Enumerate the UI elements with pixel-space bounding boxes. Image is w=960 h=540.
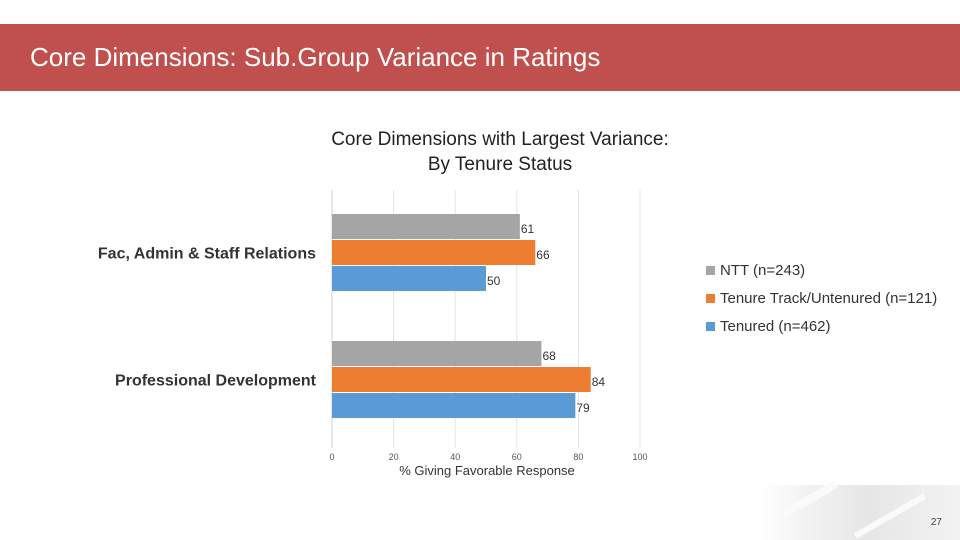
x-tick-label: 60 (512, 452, 522, 462)
legend-swatch-tenured (706, 322, 715, 331)
legend-swatch-ntt (706, 266, 715, 275)
x-tick-label: 20 (389, 452, 399, 462)
bar (332, 367, 591, 392)
legend-item-tenure-track: Tenure Track/Untenured (n=121) (706, 289, 946, 308)
data-label: 84 (592, 375, 606, 389)
legend-item-ntt: NTT (n=243) (706, 261, 946, 280)
data-label: 79 (576, 401, 590, 415)
x-tick-label: 0 (329, 452, 334, 462)
data-label: 68 (542, 349, 556, 363)
chart-title: Core Dimensions with Largest Variance: B… (250, 127, 750, 177)
x-tick-label: 100 (632, 452, 647, 462)
legend-swatch-tenure-track (706, 294, 715, 303)
legend-label-tenure-track: Tenure Track/Untenured (n=121) (720, 290, 938, 307)
bar (332, 240, 536, 265)
data-label: 50 (487, 274, 501, 288)
bar (332, 393, 576, 418)
category-label: Professional Development (115, 373, 317, 390)
bar (332, 266, 486, 291)
header-band: Core Dimensions: Sub.Group Variance in R… (0, 24, 960, 91)
page-number: 27 (930, 517, 942, 528)
legend-item-tenured: Tenured (n=462) (706, 317, 946, 336)
legend-label-tenured: Tenured (n=462) (720, 318, 831, 335)
decorative-corner-image (760, 480, 960, 540)
legend-label-ntt: NTT (n=243) (720, 262, 806, 279)
chart-title-line-2: By Tenure Status (427, 154, 573, 175)
chart-legend: NTT (n=243) Tenure Track/Untenured (n=12… (706, 261, 946, 345)
data-label: 61 (521, 222, 535, 236)
x-tick-label: 80 (573, 452, 583, 462)
decorative-streak (853, 493, 927, 539)
bar (332, 214, 520, 239)
x-axis-title: % Giving Favorable Response (399, 463, 575, 478)
category-label: Fac, Admin & Staff Relations (98, 246, 316, 263)
decorative-streak (782, 480, 838, 518)
data-label: 66 (536, 248, 550, 262)
bar (332, 341, 542, 366)
slide-title: Core Dimensions: Sub.Group Variance in R… (30, 42, 601, 72)
x-tick-label: 40 (450, 452, 460, 462)
chart-title-line-1: Core Dimensions with Largest Variance: (331, 129, 669, 150)
